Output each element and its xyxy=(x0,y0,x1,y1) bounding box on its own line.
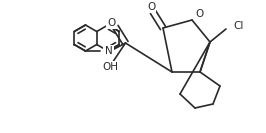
Text: N: N xyxy=(104,46,112,56)
Text: O: O xyxy=(107,18,116,28)
Text: O: O xyxy=(147,2,155,12)
Text: O: O xyxy=(195,9,203,19)
Text: Cl: Cl xyxy=(233,21,243,31)
Text: N: N xyxy=(106,46,113,56)
Text: OH: OH xyxy=(102,62,118,72)
